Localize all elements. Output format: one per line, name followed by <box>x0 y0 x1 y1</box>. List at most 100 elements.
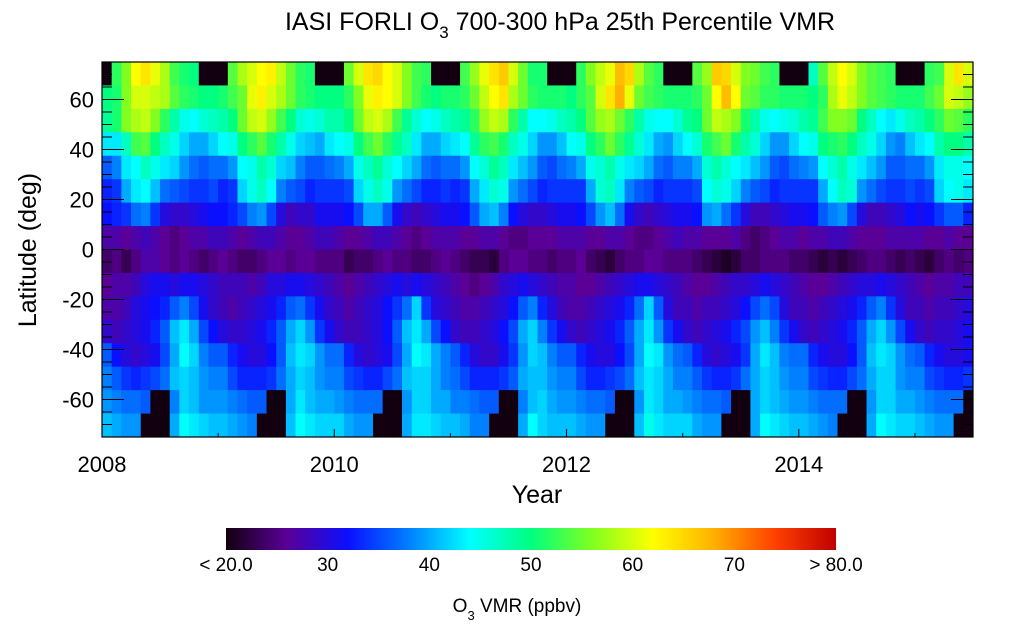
heatmap-cell <box>489 366 500 391</box>
heatmap-cell <box>295 179 306 204</box>
heatmap-cell <box>556 155 567 180</box>
heatmap-cell <box>760 272 771 297</box>
heatmap-cell <box>411 155 422 180</box>
heatmap-cell <box>885 226 896 250</box>
heatmap-cell <box>702 296 713 321</box>
heatmap-cell <box>711 62 722 86</box>
heatmap-cell <box>585 272 596 297</box>
heatmap-cell <box>672 108 684 133</box>
heatmap-cell <box>672 85 684 110</box>
heatmap-cell <box>798 343 809 368</box>
heatmap-cell <box>547 179 558 204</box>
colorbar-tick-labels: < 20.0 30 40 50 60 70 > 80.0 <box>199 555 862 576</box>
heatmap-cell <box>179 272 190 297</box>
heatmap-cell <box>614 366 625 391</box>
heatmap-cell <box>285 155 296 180</box>
heatmap-cell <box>343 108 355 133</box>
heatmap-cell <box>595 343 606 368</box>
heatmap-cell <box>934 155 945 180</box>
heatmap-cell <box>334 85 345 110</box>
heatmap-cell <box>721 390 732 414</box>
heatmap-cell <box>653 202 664 227</box>
heatmap-cell <box>885 343 896 368</box>
heatmap-cell <box>740 108 751 133</box>
heatmap-cell <box>740 249 751 274</box>
heatmap-cell <box>769 296 780 321</box>
heatmap-cell <box>208 62 219 86</box>
heatmap-cell <box>585 155 596 180</box>
heatmap-cell <box>285 85 296 110</box>
heatmap-cell <box>121 85 132 110</box>
heatmap-cell <box>295 132 306 157</box>
heatmap-cell <box>818 319 829 344</box>
heatmap-cell <box>876 390 887 414</box>
heatmap-cell <box>818 366 829 391</box>
heatmap-cell <box>334 319 345 344</box>
heatmap-cell <box>905 179 916 204</box>
heatmap-cell <box>247 390 258 414</box>
heatmap-cell <box>856 155 867 180</box>
heatmap-cell <box>731 179 742 204</box>
colorbar-tick-label: 40 <box>419 555 440 576</box>
heatmap-cell <box>779 155 790 180</box>
heatmap-cell <box>818 155 829 180</box>
heatmap-cell <box>566 390 577 414</box>
heatmap-cell <box>247 85 258 110</box>
heatmap-cell <box>789 226 800 250</box>
heatmap-cell <box>324 155 335 180</box>
heatmap-cell <box>460 108 471 133</box>
heatmap-cell <box>634 366 645 391</box>
heatmap-cell <box>518 179 529 204</box>
heatmap-cell <box>924 319 935 344</box>
heatmap-cell <box>305 272 316 297</box>
heatmap-cell <box>934 132 945 157</box>
heatmap-cell <box>479 155 490 180</box>
heatmap-cell <box>798 272 809 297</box>
heatmap-cell <box>382 132 393 157</box>
heatmap-cell <box>866 226 877 250</box>
heatmap-cell <box>663 202 674 227</box>
heatmap-cell <box>711 108 722 133</box>
heatmap-cell <box>208 132 219 157</box>
heatmap-cell <box>924 202 935 227</box>
heatmap-cell <box>576 85 587 110</box>
heatmap-cell <box>682 132 693 157</box>
heatmap-cell <box>227 390 238 414</box>
heatmap-cell <box>527 132 538 157</box>
heatmap-cell <box>460 85 471 110</box>
heatmap-cell <box>576 226 587 250</box>
heatmap-cell <box>808 155 819 180</box>
heatmap-cell <box>372 366 384 391</box>
heatmap-cell <box>285 366 296 391</box>
heatmap-cell <box>605 366 616 391</box>
heatmap-cell <box>160 179 171 204</box>
heatmap-cell <box>537 413 548 438</box>
heatmap-cell <box>324 319 335 344</box>
heatmap-cell <box>885 413 896 438</box>
heatmap-cell <box>372 413 384 438</box>
heatmap-cell <box>518 413 529 438</box>
heatmap-cell <box>160 319 171 344</box>
heatmap-cell <box>953 272 964 297</box>
heatmap-cell <box>198 319 209 344</box>
heatmap-cell <box>963 343 974 368</box>
heatmap-cell <box>576 366 587 391</box>
heatmap-cell <box>779 179 790 204</box>
heatmap-cell <box>537 62 548 86</box>
heatmap-cell <box>943 155 955 180</box>
heatmap-cell <box>237 319 248 344</box>
heatmap-cell <box>343 132 355 157</box>
heatmap-cell <box>847 202 858 227</box>
heatmap-cell <box>934 390 945 414</box>
heatmap-cell <box>450 296 461 321</box>
heatmap-cell <box>218 343 229 368</box>
heatmap-cell <box>914 413 926 438</box>
heatmap-cell <box>111 155 122 180</box>
heatmap-cell <box>624 179 635 204</box>
heatmap-cell <box>566 202 577 227</box>
heatmap-cell <box>247 108 258 133</box>
heatmap-cell <box>585 390 596 414</box>
heatmap-cell <box>789 108 800 133</box>
heatmap-cell <box>547 85 558 110</box>
heatmap-cell <box>489 179 500 204</box>
